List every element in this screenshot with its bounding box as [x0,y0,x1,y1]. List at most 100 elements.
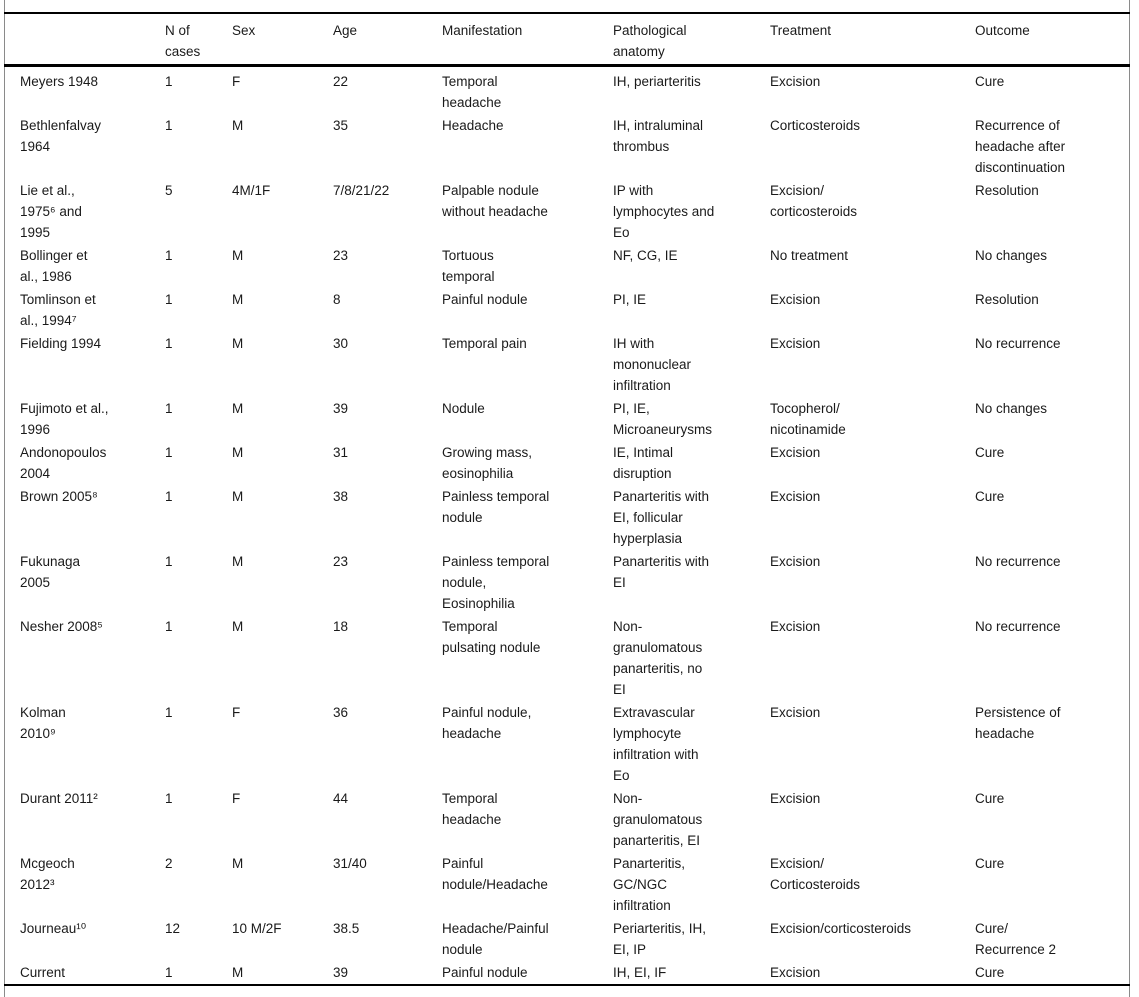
cell-sex: M [232,554,244,569]
cell-study: Current [20,965,66,980]
cell-study: Fielding 1994 [20,336,102,351]
cell-age: 31 [333,445,349,460]
table-row: Brown 2005⁸ 1 M 38 Painless temporal nodule P… [4,485,1130,550]
table-row: Bollinger et al., 1986 1 M 23 Tortuous tempo… [4,244,1130,288]
cell-age: 35 [333,118,349,133]
cell-age: 23 [333,554,349,569]
cell-sex: M [232,401,244,416]
table-row: Lie et al., 1975⁶ and 1995 5 4M/1F 7/8/21/2… [4,179,1130,244]
cell-treatment: Excision [770,74,821,89]
cell-outcome: Persistence of headache [975,705,1061,741]
cell-outcome: Cure [975,445,1005,460]
cell-study: Journeau¹⁰ [20,921,87,936]
cell-manifestation: Temporal headache [442,791,502,827]
cell-n-cases: 1 [165,791,173,806]
cell-treatment: Tocopherol/ nicotinamide [770,401,846,437]
cell-treatment: Excision/ Corticosteroids [770,856,861,892]
header-row: N of cases Sex Age Manifestation Pathologica… [4,13,1130,67]
cell-sex: F [232,74,241,89]
cell-pathological-anatomy: PI, IE, Microaneurysms [613,401,713,437]
cell-n-cases: 1 [165,118,173,133]
column-header: Age [333,13,442,67]
cell-outcome: No recurrence [975,336,1061,351]
cell-manifestation: Painful nodule [442,965,528,980]
cell-outcome: No changes [975,248,1048,263]
cell-study: Durant 2011² [20,791,98,806]
cell-age: 7/8/21/22 [333,183,390,198]
cell-manifestation: Painless temporal nodule, Eosinophilia [442,554,550,611]
cell-study: Nesher 2008⁵ [20,619,103,634]
cell-age: 38 [333,489,349,504]
cell-manifestation: Headache [442,118,504,133]
cell-treatment: No treatment [770,248,849,263]
column-header: N of cases [165,13,232,67]
column-header: Treatment [770,13,975,67]
cell-sex: F [232,791,241,806]
cell-outcome: Resolution [975,292,1039,307]
cell-treatment: Excision [770,445,821,460]
column-header: Sex [232,13,333,67]
cell-pathological-anatomy: Periarteritis, IH, EI, IP [613,921,707,957]
cell-study: Lie et al., 1975⁶ and 1995 [20,183,82,240]
cell-pathological-anatomy: Panarteritis, GC/NGC infiltration [613,856,686,913]
cell-age: 44 [333,791,349,806]
cell-outcome: Cure [975,965,1005,980]
cell-study: Bethlenfalvay 1964 [20,118,102,154]
cell-sex: M [232,445,244,460]
cell-study: Fujimoto et al., 1996 [20,401,109,437]
cell-treatment: Excision [770,791,821,806]
cell-treatment: Corticosteroids [770,118,861,133]
cell-age: 30 [333,336,349,351]
table-row: Journeau¹⁰ 12 10 M/2F 38.5 Headache/Painful … [4,917,1130,961]
cell-n-cases: 1 [165,401,173,416]
cell-pathological-anatomy: Non- granulomatous panarteritis, no EI [613,619,703,697]
table-row: Mcgeoch 2012³ 2 M 31/40 Painful nodule/Heada… [4,852,1130,917]
cell-outcome: Resolution [975,183,1039,198]
table-row: Fukunaga 2005 1 M 23 Painless temporal nodul… [4,550,1130,615]
column-header: Pathological anatomy [613,13,770,67]
cell-study: Andonopoulos 2004 [20,445,107,481]
cell-outcome: Cure [975,74,1005,89]
cell-age: 36 [333,705,349,720]
table-row: Fielding 1994 1 M 30 Temporal pain IH with mo… [4,332,1130,397]
cell-pathological-anatomy: Extravascular lymphocyte infiltration wi… [613,705,699,783]
cell-n-cases: 1 [165,336,173,351]
cell-manifestation: Painful nodule [442,292,528,307]
cell-study: Bollinger et al., 1986 [20,248,88,284]
table-row: Nesher 2008⁵ 1 M 18 Temporal pulsating nodul… [4,615,1130,701]
cell-n-cases: 1 [165,619,173,634]
cell-outcome: No recurrence [975,619,1061,634]
cell-pathological-anatomy: IH, periarteritis [613,74,701,89]
table-body: Meyers 1948 1 F 22 Temporal headache IH, peri… [4,66,1130,986]
table-row: Current 1 M 39 Painful nodule IH, EI, IF Excis… [4,961,1130,985]
cell-treatment: Excision/corticosteroids [770,921,912,936]
cell-pathological-anatomy: Panarteritis with EI [613,554,710,590]
cell-sex: 10 M/2F [232,921,282,936]
cell-outcome: Cure [975,791,1005,806]
cell-pathological-anatomy: IP with lymphocytes and Eo [613,183,715,240]
cell-outcome: Cure [975,856,1005,871]
cell-age: 38.5 [333,921,360,936]
cell-age: 8 [333,292,341,307]
cell-study: Fukunaga 2005 [20,554,81,590]
cell-sex: M [232,292,244,307]
cell-pathological-anatomy: PI, IE [613,292,647,307]
cell-manifestation: Painful nodule, headache [442,705,532,741]
cell-treatment: Excision [770,554,821,569]
column-header: Manifestation [442,13,613,67]
cell-age: 18 [333,619,349,634]
cell-treatment: Excision [770,292,821,307]
cell-manifestation: Painful nodule/Headache [442,856,548,892]
cell-manifestation: Temporal pulsating nodule [442,619,541,655]
cell-n-cases: 1 [165,445,173,460]
cell-n-cases: 1 [165,489,173,504]
table-row: Fujimoto et al., 1996 1 M 39 Nodule PI, IE, M… [4,397,1130,441]
cell-n-cases: 1 [165,74,173,89]
cell-manifestation: Temporal headache [442,74,502,110]
cell-age: 23 [333,248,349,263]
left-frame-line [4,0,5,997]
cell-pathological-anatomy: Panarteritis with EI, follicular hyperpl… [613,489,710,546]
cell-pathological-anatomy: IH with mononuclear infiltration [613,336,692,393]
cell-study: Brown 2005⁸ [20,489,98,504]
cell-outcome: No recurrence [975,554,1061,569]
